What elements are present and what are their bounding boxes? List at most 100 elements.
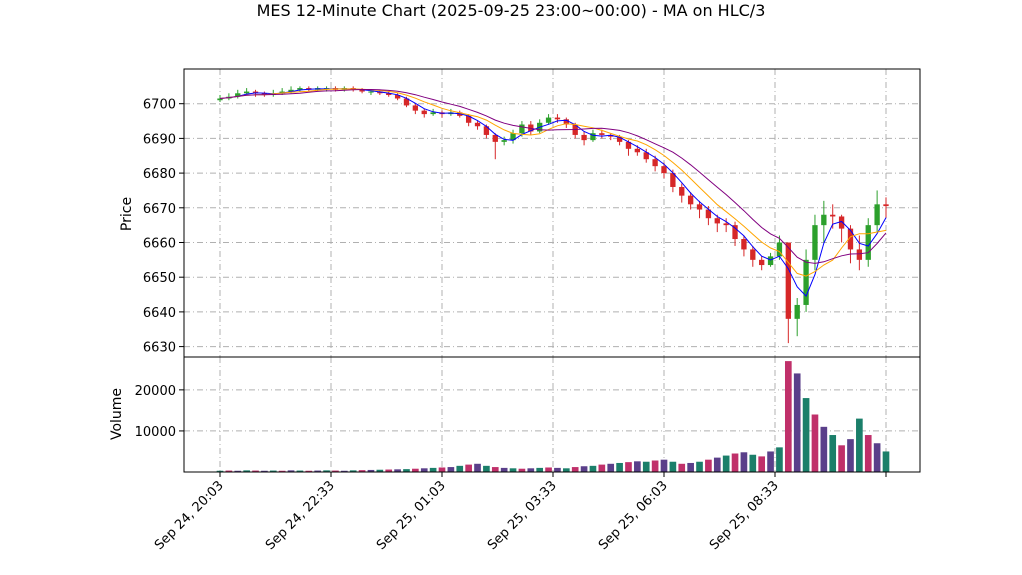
candle-body xyxy=(776,242,783,257)
volume-bar xyxy=(660,459,668,472)
price-tick-label: 6660 xyxy=(143,236,176,251)
volume-bar xyxy=(269,470,277,472)
volume-axis-label: Volume xyxy=(109,388,125,440)
volume-bar xyxy=(243,470,250,472)
volume-bar xyxy=(465,464,472,472)
volume-tick-label: 20000 xyxy=(135,384,176,399)
candle-body xyxy=(261,93,268,96)
volume-bar xyxy=(420,468,428,472)
candle-body xyxy=(838,216,845,229)
volume-bar xyxy=(234,470,242,472)
candle-body xyxy=(554,117,561,120)
candle-body xyxy=(687,195,694,205)
volume-bar xyxy=(296,470,304,472)
candle-body xyxy=(723,223,729,226)
volume-bar xyxy=(873,443,881,472)
candle-body xyxy=(412,105,419,111)
volume-bar xyxy=(536,467,544,472)
volume-bar xyxy=(527,468,535,472)
candle-body xyxy=(803,259,809,305)
volume-bar xyxy=(491,467,499,472)
volume-bar xyxy=(740,452,748,472)
volume-bar xyxy=(793,373,801,472)
volume-bar xyxy=(687,462,694,472)
x-tick-label: Sep 25, 03:33 xyxy=(485,478,560,553)
candle-body xyxy=(510,133,516,141)
volume-bar xyxy=(447,467,455,472)
candle-body xyxy=(625,141,632,149)
volume-bar xyxy=(385,469,393,472)
candle-body xyxy=(235,93,241,97)
volume-bar xyxy=(252,470,259,472)
volume-bar xyxy=(864,435,872,472)
candle-body xyxy=(599,133,605,135)
volume-bar xyxy=(589,465,597,472)
candle-body xyxy=(661,166,667,174)
volume-bar xyxy=(518,468,526,472)
candle-body xyxy=(501,140,507,142)
volume-bar xyxy=(287,470,295,472)
candle-body xyxy=(865,225,871,260)
candle-body xyxy=(394,95,401,99)
candle-body xyxy=(581,134,587,141)
volume-bar xyxy=(261,470,268,472)
volume-bar xyxy=(784,361,792,472)
candle-body xyxy=(243,91,250,94)
volume-bar xyxy=(678,463,686,472)
candle-body xyxy=(732,225,738,240)
candle-body xyxy=(563,119,569,125)
price-plot-area xyxy=(184,69,920,357)
volume-bar xyxy=(278,470,286,472)
x-tick-label: Sep 25, 08:33 xyxy=(707,478,782,553)
volume-bar xyxy=(456,465,464,472)
chart-title: MES 12-Minute Chart (2025-09-25 23:00~00… xyxy=(257,1,766,20)
volume-bar xyxy=(580,466,588,472)
volume-bar xyxy=(722,455,730,472)
candle-body xyxy=(821,214,827,226)
volume-bar xyxy=(394,469,401,472)
x-tick-label: Sep 25, 06:03 xyxy=(596,478,671,553)
volume-bar xyxy=(616,462,623,472)
volume-bar xyxy=(500,467,508,472)
volume-bar xyxy=(642,461,650,472)
candle-body xyxy=(759,259,765,266)
volume-bar xyxy=(376,469,384,472)
volume-panel: 10000 20000 xyxy=(135,356,921,473)
volume-bar xyxy=(483,465,490,472)
ma-mid-line xyxy=(219,88,887,277)
candle-body xyxy=(856,249,863,260)
price-tick-label: 6700 xyxy=(143,98,176,113)
candle-body xyxy=(750,249,756,260)
candle-body xyxy=(652,159,658,167)
candle-body xyxy=(430,112,436,115)
price-tick-label: 6670 xyxy=(143,202,176,217)
candle-body xyxy=(643,152,649,160)
volume-tick-label: 10000 xyxy=(135,425,176,440)
price-panel: 6630 6640 6650 6660 6670 6680 6690 6700 xyxy=(143,68,921,358)
volume-bar xyxy=(713,457,721,472)
volume-bar xyxy=(571,467,579,472)
candle-body xyxy=(297,88,303,90)
volume-bar xyxy=(216,470,224,472)
volume-bar xyxy=(811,414,819,472)
volume-bar xyxy=(758,456,766,472)
volume-bar xyxy=(412,468,419,472)
candle-body xyxy=(705,209,712,219)
price-tick-label: 6640 xyxy=(143,306,176,321)
volume-bar xyxy=(438,467,446,472)
candle-body xyxy=(217,98,223,101)
volume-bar xyxy=(509,468,517,472)
candle-body xyxy=(670,173,676,187)
x-tick-label: Sep 24, 20:03 xyxy=(152,478,227,553)
volume-bar xyxy=(332,470,339,472)
candle-body xyxy=(785,242,791,319)
candle-body xyxy=(767,256,774,266)
candle-body xyxy=(696,204,703,210)
candle-body xyxy=(616,136,623,142)
volume-bar xyxy=(696,461,703,472)
volume-bar xyxy=(349,470,357,472)
volume-bar xyxy=(562,468,570,472)
volume-bar xyxy=(607,463,615,472)
volume-bar xyxy=(829,435,837,472)
